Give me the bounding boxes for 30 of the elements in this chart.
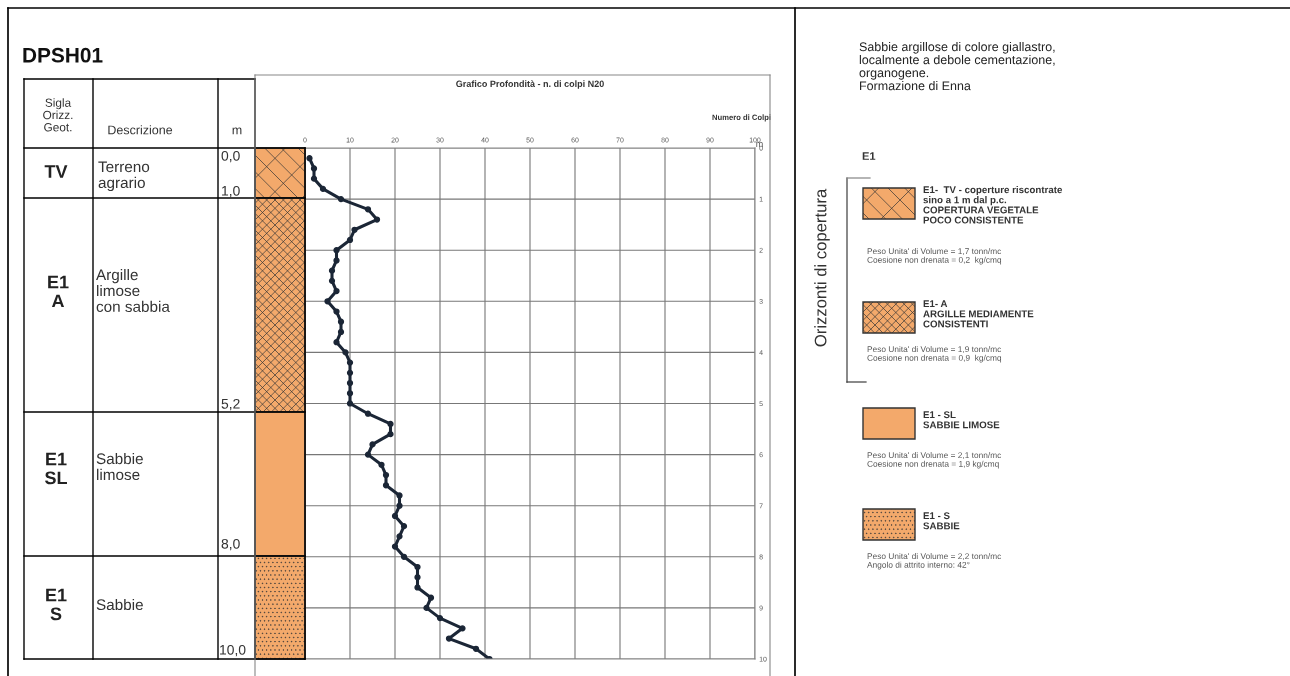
text: E1 bbox=[862, 152, 876, 160]
text: 10,0 bbox=[220, 644, 246, 657]
text: E1- A ARGILLE MEDIAMENTE CONSISTENTI bbox=[923, 300, 1034, 328]
text: Orizzonti di copertura bbox=[814, 188, 830, 347]
text: E1- TV - coperture riscontrate sino a 1 m dal p.c. COPERTURA VEGETALE POCO CONSISTENTE bbox=[923, 186, 1063, 224]
text: Descrizione bbox=[108, 125, 173, 135]
text: E1 SL bbox=[44, 452, 67, 485]
text: 5,2 bbox=[221, 398, 240, 411]
text: Peso Unita' di Volume = 2,2 tonn/mc Angolo di attrito interno: 42° bbox=[867, 553, 1002, 570]
text: Peso Unita' di Volume = 1,7 tonn/mc Coesione non drenata = 0,2 kg/cmq bbox=[867, 248, 1002, 265]
text: TV bbox=[44, 165, 68, 178]
text: E1 - S SABBIE bbox=[923, 512, 960, 530]
chart-title: Grafico Profondità - n. di colpi N20 bbox=[456, 80, 604, 89]
y-axis-title: m bbox=[756, 142, 763, 147]
text: Sigla Orizz. Geot. bbox=[43, 98, 73, 132]
text: 8,0 bbox=[221, 538, 240, 551]
text: Sabbie bbox=[96, 598, 143, 611]
text: Peso Unita' di Volume = 1,9 tonn/mc Coesione non drenata = 0,9 kg/cmq bbox=[867, 346, 1002, 363]
text: 1,0 bbox=[222, 185, 240, 198]
text: Sabbie argillose di colore giallastro, localmente a debole cementazione, organogene. Formazione di Enna bbox=[859, 42, 1055, 91]
text: Sabbie limose bbox=[96, 452, 143, 481]
text: 0,0 bbox=[221, 150, 240, 163]
text: DPSH01 bbox=[23, 47, 103, 63]
text: m bbox=[232, 127, 242, 135]
text: Terreno agrario bbox=[98, 161, 150, 192]
text: E1 S bbox=[46, 588, 67, 621]
text: Argille limose con sabbia bbox=[96, 268, 170, 312]
text: E1 A bbox=[48, 275, 69, 308]
text: Peso Unita' di Volume = 2,1 tonn/mc Coesione non drenata = 1,9 kg/cmq bbox=[867, 452, 1002, 469]
text: E1 - SL SABBIE LIMOSE bbox=[923, 411, 1000, 429]
